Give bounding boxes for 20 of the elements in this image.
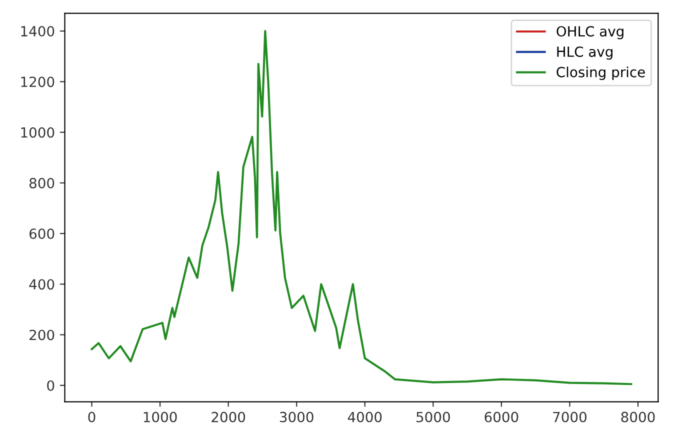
y-tick-label: 1000 [21,127,54,138]
x-tick-label: 1000 [144,412,177,422]
y-tick-label: 1200 [21,76,54,88]
x-tick-label: 5000 [416,412,450,422]
legend-label: Closing price [556,66,645,80]
x-tick-label: 2000 [212,412,246,422]
x-tick-label: 7000 [553,412,586,422]
x-tick-label: 4000 [348,412,382,422]
y-tick-label: 800 [30,178,54,188]
x-tick-label: 8000 [621,412,655,422]
y-tick-label: 600 [30,228,54,239]
y-tick-label: 1400 [21,26,54,37]
x-tick-label: 3000 [280,412,314,422]
y-tick-label: 400 [29,279,54,290]
x-tick-label: 0 [88,412,96,422]
y-tick-label: 0 [47,380,54,391]
legend-label: OHLC avg [556,26,624,40]
y-tick-label: 200 [30,330,54,340]
legend-label: HLC avg [557,46,612,60]
x-tick-label: 6000 [484,412,518,422]
